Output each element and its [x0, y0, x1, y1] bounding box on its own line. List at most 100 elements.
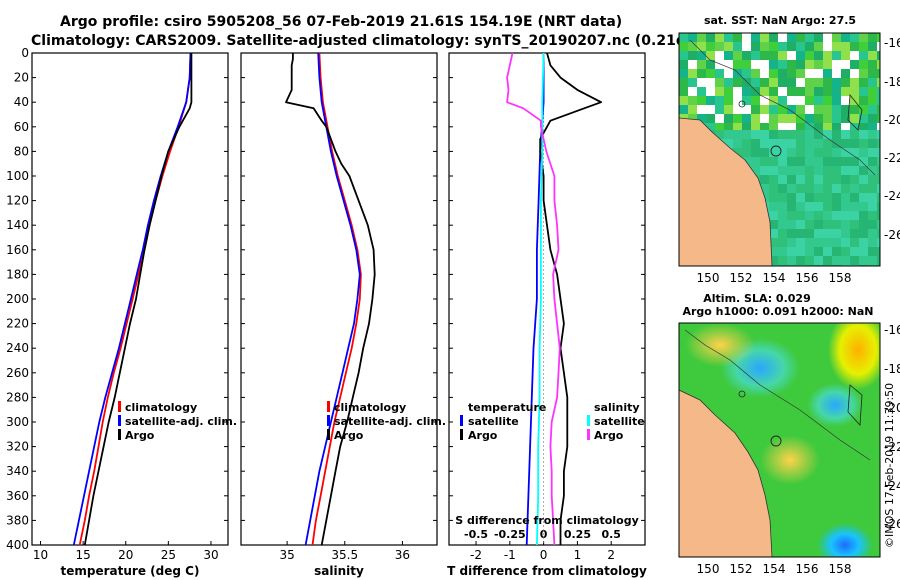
sst-pixel — [697, 87, 706, 96]
sst-pixel — [724, 130, 733, 139]
sst-pixel — [796, 69, 805, 78]
legend-label-t-argo: Argo — [468, 429, 498, 442]
sst-pixel — [841, 60, 850, 69]
sst-pixel — [706, 87, 715, 96]
depth-tick-label: 380 — [6, 513, 29, 527]
sst-pixel — [697, 42, 706, 51]
sst-pixel — [778, 175, 787, 184]
sst-pixel — [877, 69, 880, 78]
sst-pixel — [778, 157, 787, 166]
sst-pixel — [688, 33, 697, 42]
sst-pixel — [868, 256, 877, 265]
sst-pixel — [832, 238, 841, 247]
sst-pixel — [796, 238, 805, 247]
sst-pixel — [850, 87, 859, 96]
sst-pixel — [805, 193, 814, 202]
sst-pixel — [859, 78, 868, 87]
legend-swatch-s-argo — [587, 429, 590, 440]
sst-pixel — [841, 175, 850, 184]
sst-pixel — [832, 96, 841, 105]
sst-pixel — [769, 123, 778, 132]
sst-pixel — [796, 193, 805, 202]
sst-pixel — [859, 166, 868, 175]
depth-tick-label: 200 — [6, 292, 29, 306]
sst-pixel — [724, 60, 733, 69]
sst-pixel — [787, 229, 796, 238]
sst-pixel — [688, 69, 697, 78]
sst-pixel — [679, 69, 688, 78]
sst-pixel — [769, 130, 778, 139]
sst-pixel — [751, 33, 760, 42]
x-tick-label: -2 — [470, 548, 482, 562]
x-tick-label: 35 — [279, 548, 294, 562]
sst-pixel — [850, 123, 859, 132]
sst-pixel — [868, 229, 877, 238]
sst-pixel — [832, 42, 841, 51]
sst-pixel — [751, 60, 760, 69]
sst-pixel — [841, 184, 850, 193]
sst-pixel — [796, 202, 805, 211]
sst-pixel — [688, 87, 697, 96]
sst-pixel — [751, 105, 760, 114]
sst-pixel — [769, 148, 778, 157]
sst-pixel — [769, 184, 778, 193]
sst-pixel — [841, 229, 850, 238]
series-satellite-adj-clim- — [304, 52, 361, 546]
sst-pixel — [787, 157, 796, 166]
sst-pixel — [760, 105, 769, 114]
sst-pixel — [760, 87, 769, 96]
sst-pixel — [742, 42, 751, 51]
sst-pixel — [823, 105, 832, 114]
depth-tick-label: 300 — [6, 415, 29, 429]
sst-pixel — [787, 184, 796, 193]
sst-pixel — [859, 148, 868, 157]
sst-pixel — [814, 193, 823, 202]
sst-pixel — [832, 175, 841, 184]
sla-land-australia — [679, 389, 773, 557]
sst-pixel — [841, 123, 850, 132]
x-tick-label: 1 — [574, 548, 582, 562]
sst-pixel — [841, 247, 850, 256]
sst-pixel — [814, 238, 823, 247]
map-lat-label: -20 — [884, 401, 900, 415]
sst-pixel — [760, 96, 769, 105]
sst-pixel — [859, 247, 868, 256]
legend-swatch-t-argo — [460, 429, 463, 440]
sst-pixel — [787, 51, 796, 60]
sst-pixel — [706, 60, 715, 69]
sst-pixel — [850, 114, 859, 123]
sst-pixel — [679, 51, 688, 60]
depth-tick-label: 260 — [6, 366, 29, 380]
x-tick-label: 10 — [33, 548, 48, 562]
depth-tick-label: 40 — [14, 95, 29, 109]
sst-pixel — [868, 33, 877, 42]
sst-pixel — [841, 202, 850, 211]
sst-pixel — [877, 96, 880, 105]
sst-pixel — [823, 202, 832, 211]
sst-pixel — [805, 220, 814, 229]
sst-pixel — [841, 256, 850, 265]
sst-pixel — [832, 105, 841, 114]
sst-pixel — [787, 87, 796, 96]
depth-tick-label: 160 — [6, 243, 29, 257]
depth-tick-labels: 0 20 40 60 80 100 120 140 160 180 200 220 240 260 280 3… — [6, 46, 645, 552]
sst-pixel — [769, 139, 778, 148]
sst-pixel — [733, 69, 742, 78]
sst-pixel — [805, 202, 814, 211]
chart-marks: 10 15 20 25 30 35 35.5 36 -2 -1 0 1 2-0.5 -0.25 0 0.25 0… — [33, 52, 621, 562]
map-lon-label: 150 — [697, 271, 720, 285]
sst-pixel — [796, 51, 805, 60]
sst-pixel — [868, 114, 877, 123]
sst-pixel — [850, 238, 859, 247]
sst-reef-contour — [689, 39, 876, 176]
sst-pixel — [778, 123, 787, 132]
sst-pixel — [751, 96, 760, 105]
sst-pixel — [823, 96, 832, 105]
sst-pixel — [832, 130, 841, 139]
sst-pixel — [868, 148, 877, 157]
sst-pixel — [859, 105, 868, 114]
sst-pixel — [787, 60, 796, 69]
sst-pixel — [805, 256, 814, 265]
sst-pixel — [742, 69, 751, 78]
sst-pixel — [715, 87, 724, 96]
